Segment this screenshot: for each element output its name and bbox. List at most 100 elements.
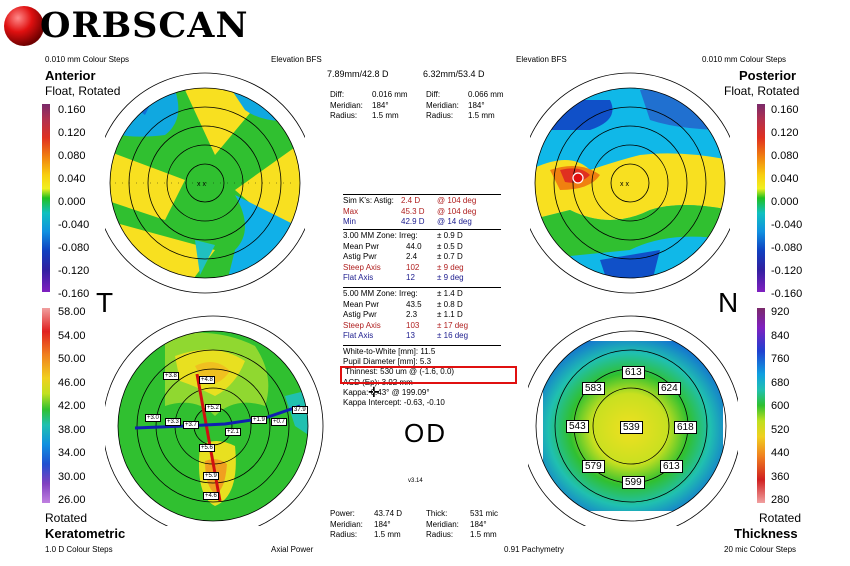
kappa-value: Kappa: 0.43° @ 199.09°	[343, 387, 430, 397]
kerato-scale-left	[42, 308, 50, 503]
scale-tick: 54.00	[58, 329, 86, 342]
simk-min-label: Min	[343, 217, 356, 227]
diff-value: 0.066 mm	[468, 90, 504, 99]
scale-tick: 0.080	[58, 150, 86, 162]
simk-min-value: 42.9 D	[401, 217, 425, 227]
keratometric-map[interactable]: +3.8 +4.8 +5.2 +3.0 +3.3 +3.7 +2.1 +1.9 …	[105, 296, 325, 526]
keratometric-subtitle: Rotated	[45, 511, 88, 525]
radius-value: 1.5 mm	[374, 530, 401, 540]
scale-tick: -0.040	[58, 219, 90, 231]
kerato-value: +3.8	[163, 372, 179, 380]
scale-tick: 0.120	[58, 127, 86, 139]
svg-text:x x: x x	[620, 181, 629, 188]
scale-tick: 440	[771, 447, 790, 459]
kerato-value: 37.9	[292, 406, 308, 414]
zone5-astig-value: 2.3	[406, 310, 418, 320]
scale-tick: 680	[771, 376, 790, 389]
anterior-bfs: 7.89mm/42.8 D	[327, 69, 389, 79]
scale-tick: 38.00	[58, 423, 86, 436]
thickness-scale-right	[757, 308, 765, 503]
cursor-cross-icon: ✛	[368, 385, 380, 401]
zone3-flat-dev: ± 9 deg	[437, 273, 464, 283]
simk-max-label: Max	[343, 206, 359, 216]
thinnest-highlight-box	[340, 366, 517, 384]
zone5-flat-dev: ± 16 deg	[437, 331, 469, 341]
kerato-value: +2.1	[225, 428, 241, 436]
kerato-value: +5.9	[203, 472, 219, 480]
keratometric-colour-steps: 1.0 D Colour Steps	[45, 545, 113, 554]
kerato-value: +0.7	[271, 418, 287, 426]
posterior-bfs: 6.32mm/53.4 D	[423, 69, 485, 79]
scale-tick: -0.120	[771, 265, 803, 277]
radius-label: Radius:	[330, 530, 358, 540]
scale-tick: 600	[771, 400, 790, 412]
elevation-scale-left-labels: 0.160 0.120 0.080 0.040 0.000 -0.040 -0.…	[58, 104, 98, 300]
nasal-label: N	[718, 287, 739, 318]
scale-tick: 0.160	[771, 104, 799, 116]
scale-tick: 42.00	[58, 400, 86, 412]
anterior-map-type: Elevation BFS	[271, 55, 322, 64]
thick-block: Thick: 531 mic Meridian: 184° Radius: 1.5 m…	[426, 509, 498, 541]
meridian-label: Meridian:	[426, 519, 459, 529]
zone3-steep-label: Steep Axis	[343, 262, 381, 272]
scale-tick: 0.000	[771, 196, 799, 208]
pupil-diameter: Pupil Diameter [mm]: 5.3	[343, 357, 432, 367]
zone3-astig-label: Astig Pwr	[343, 252, 377, 262]
thinnest-value: Thinnest: 530 um @ (-1.6, 0.0)	[345, 367, 455, 377]
scale-tick: -0.080	[771, 242, 803, 254]
simk-astig-label: Sim K's: Astig:	[343, 196, 394, 205]
scale-tick: -0.160	[771, 288, 803, 300]
simk-astig-axis: @ 104 deg	[437, 196, 477, 205]
radius-label: Radius:	[426, 111, 454, 121]
zone5-block: 5.00 MM Zone: Irreg: ± 1.4 D Mean Pwr 43.5…	[343, 289, 468, 342]
thick-value: 531 mic	[470, 509, 499, 518]
radius-value: 1.5 mm	[468, 111, 495, 121]
zone3-steep-value: 102	[406, 262, 420, 272]
eye-label: OD	[404, 418, 447, 448]
logo-ball-icon	[4, 6, 44, 46]
simk-block: Sim K's: Astig: 2.4 D @ 104 deg Max 45.3 D @…	[343, 196, 476, 228]
thickness-title: Thickness	[734, 526, 798, 541]
zone5-irreg-label: 5.00 MM Zone: Irreg:	[343, 289, 418, 298]
meridian-value: 184°	[372, 100, 389, 110]
pachy-value-bottom-left: 579	[582, 460, 605, 473]
simk-min-axis: @ 14 deg	[437, 217, 472, 227]
pachy-value-right: 618	[674, 421, 697, 434]
kerato-value: +4.8	[199, 376, 215, 384]
posterior-subtitle: Float, Rotated	[724, 84, 800, 98]
elevation-scale-right	[757, 104, 765, 292]
divider	[343, 229, 501, 230]
temporal-label: T	[96, 287, 114, 318]
pachy-value-bottom-right: 613	[660, 460, 683, 473]
zone3-astig-dev: ± 0.7 D	[437, 252, 463, 262]
thinnest-point-marker	[572, 172, 584, 184]
kerato-value: +3.3	[165, 418, 181, 426]
pachy-value-left: 543	[566, 420, 589, 433]
zone3-block: 3.00 MM Zone: Irreg: ± 0.9 D Mean Pwr 44.0…	[343, 231, 464, 284]
brand-logo: ORBSCAN	[2, 4, 247, 48]
power-block: Power: 43.74 D Meridian: 184° Radius: 1.5 m…	[330, 509, 402, 541]
flat-axis-line	[134, 404, 301, 430]
meridian-label: Meridian:	[330, 519, 363, 529]
scale-tick: 0.040	[771, 173, 799, 185]
posterior-elevation-map[interactable]: x x	[530, 60, 730, 310]
thick-label: Thick:	[426, 509, 448, 518]
thickness-scale-labels: 920 840 760 680 600 520 440 360 280	[771, 306, 811, 506]
anterior-elevation-map[interactable]: x x	[105, 60, 305, 310]
kerato-value: +3.0	[145, 414, 161, 422]
zone5-astig-label: Astig Pwr	[343, 310, 377, 320]
zone3-mean-dev: ± 0.5 D	[437, 241, 463, 251]
scale-tick: 0.160	[58, 104, 86, 116]
zone5-mean-dev: ± 0.8 D	[437, 299, 463, 309]
thickness-map[interactable]: 613 583 624 543 539 618 579 613 599	[528, 296, 738, 526]
pachy-value-bottom: 599	[622, 476, 645, 489]
keratometric-title: Keratometric	[45, 526, 126, 541]
scale-tick: -0.040	[771, 219, 803, 231]
meridian-value: 184°	[468, 100, 485, 110]
simk-max-axis: @ 104 deg	[437, 206, 477, 216]
zone5-steep-value: 103	[406, 320, 420, 330]
zone3-irreg-label: 3.00 MM Zone: Irreg:	[343, 231, 418, 240]
scale-tick: 58.00	[58, 306, 86, 318]
version: v3.14	[408, 478, 423, 484]
meridian-value: 184°	[470, 519, 487, 529]
